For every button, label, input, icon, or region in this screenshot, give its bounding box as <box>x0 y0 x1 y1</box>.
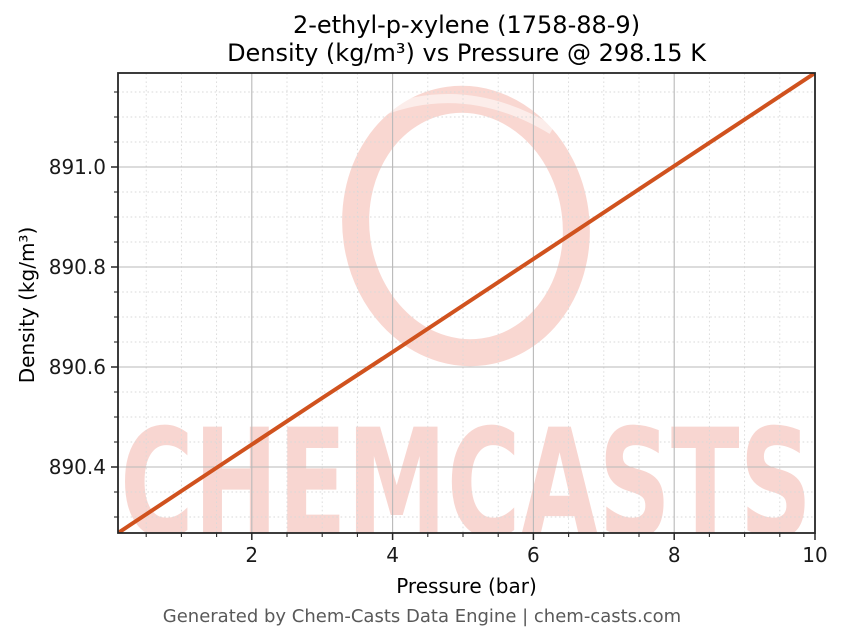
axis-ticks <box>111 91 816 540</box>
watermark-ring-icon <box>342 85 590 367</box>
chart-title: 2-ethyl-p-xylene (1758-88-9) Density (kg… <box>118 11 815 67</box>
chart-title-line1: 2-ethyl-p-xylene (1758-88-9) <box>292 11 641 39</box>
x-tick-label: 8 <box>668 543 681 567</box>
minor-gridlines <box>118 73 815 533</box>
y-tick-label: 890.8 <box>49 255 106 279</box>
x-tick-label: 6 <box>527 543 540 567</box>
plot-border <box>117 72 816 534</box>
x-tick-label: 4 <box>386 543 399 567</box>
watermark: CHEMCASTS <box>120 85 812 572</box>
watermark-text: CHEMCASTS <box>120 398 812 572</box>
chart-title-line2: Density (kg/m³) vs Pressure @ 298.15 K <box>227 39 706 67</box>
data-line <box>118 73 815 533</box>
footer-credit: Generated by Chem-Casts Data Engine | ch… <box>162 606 682 627</box>
y-tick-label: 890.6 <box>49 355 106 379</box>
y-axis-label: Density (kg/m³) <box>15 226 39 384</box>
watermark-ring-brush-icon <box>378 94 555 134</box>
x-tick-label: 2 <box>245 543 258 567</box>
x-axis-label: Pressure (bar) <box>396 574 537 598</box>
y-tick-label: 891.0 <box>49 155 106 179</box>
x-tick-label: 10 <box>802 543 827 567</box>
y-tick-label: 890.4 <box>49 455 106 479</box>
tick-labels: 2 4 6 8 10 890.4 890.6 890.8 891.0 <box>49 155 828 567</box>
